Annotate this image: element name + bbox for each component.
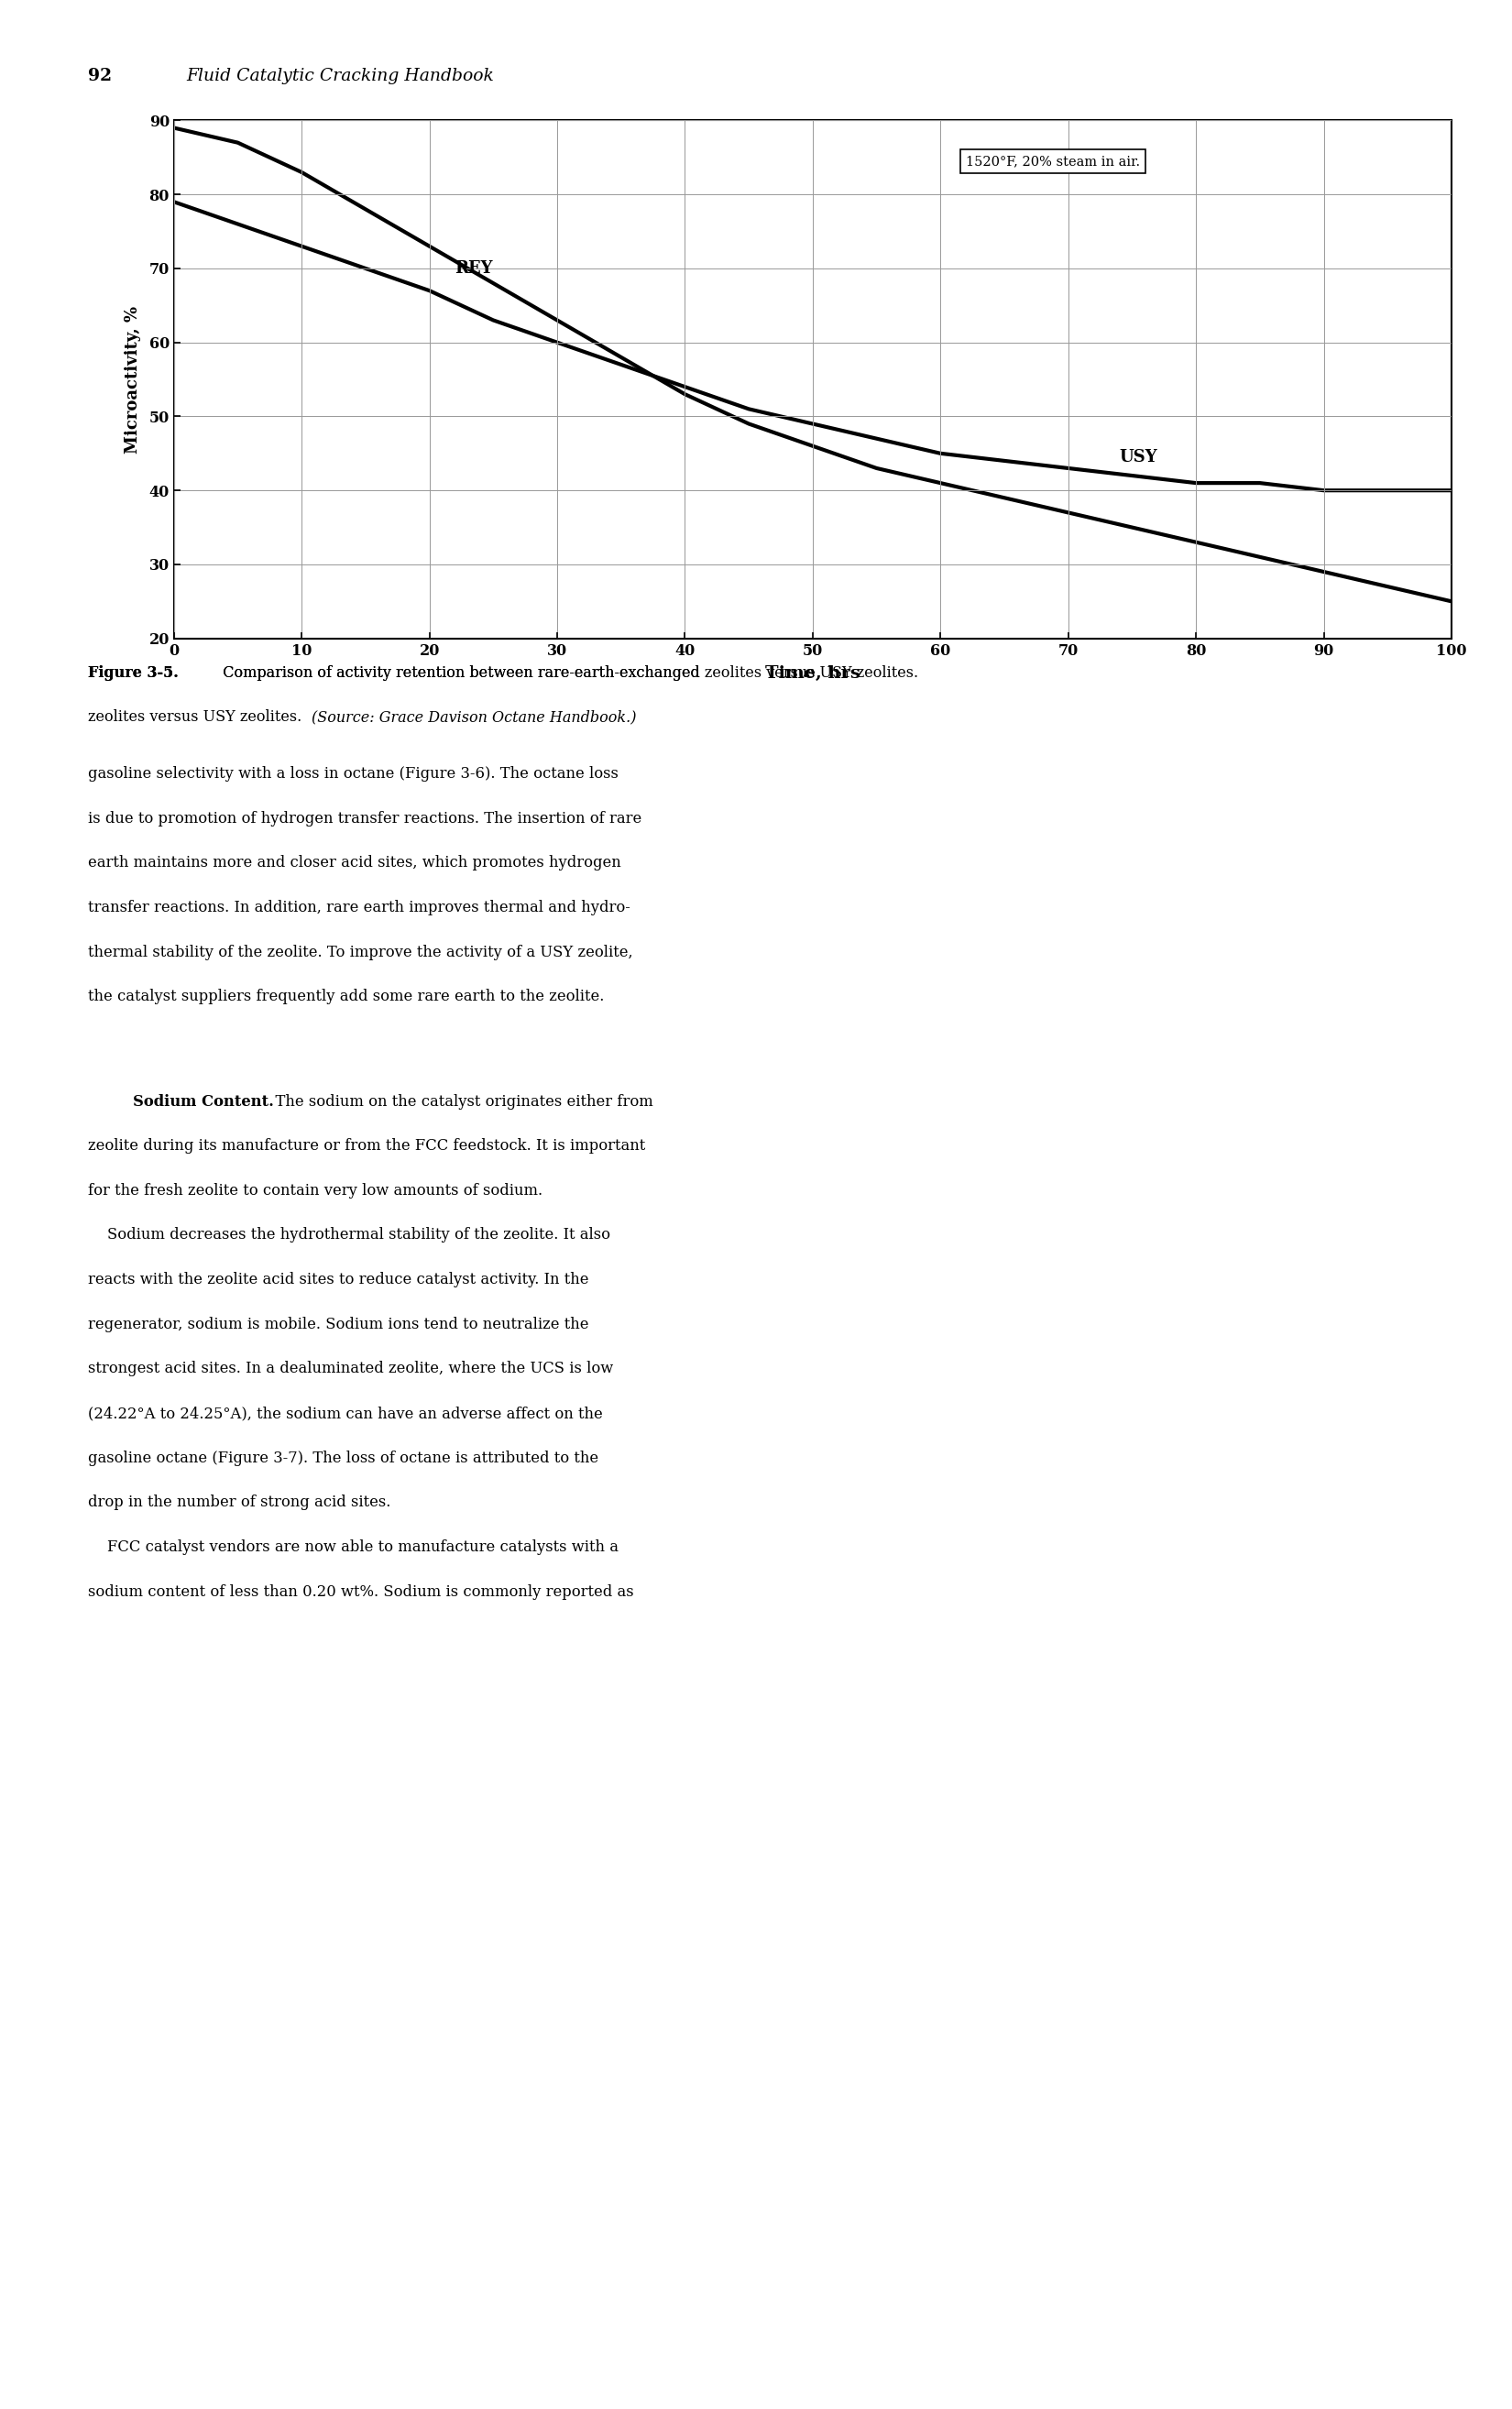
Text: sodium content of less than 0.20 wt%. Sodium is commonly reported as: sodium content of less than 0.20 wt%. So…	[88, 1583, 634, 1600]
Text: regenerator, sodium is mobile. Sodium ions tend to neutralize the: regenerator, sodium is mobile. Sodium io…	[88, 1315, 588, 1332]
Text: (24.22°A to 24.25°A), the sodium can have an adverse affect on the: (24.22°A to 24.25°A), the sodium can hav…	[88, 1404, 602, 1421]
Text: is due to promotion of hydrogen transfer reactions. The insertion of rare: is due to promotion of hydrogen transfer…	[88, 809, 641, 826]
Text: gasoline selectivity with a loss in octane (Figure 3-6). The octane loss: gasoline selectivity with a loss in octa…	[88, 766, 618, 781]
Text: zeolite during its manufacture or from the FCC feedstock. It is important: zeolite during its manufacture or from t…	[88, 1137, 646, 1154]
Text: Figure 3-5.   Comparison of activity retention between rare-earth-exchanged: Figure 3-5. Comparison of activity reten…	[88, 665, 662, 679]
Text: Comparison of activity retention between rare-earth-exchanged zeolites versus US: Comparison of activity retention between…	[213, 665, 922, 679]
Text: thermal stability of the zeolite. To improve the activity of a USY zeolite,: thermal stability of the zeolite. To imp…	[88, 944, 632, 959]
Text: drop in the number of strong acid sites.: drop in the number of strong acid sites.	[88, 1494, 390, 1510]
Text: Sodium Content.: Sodium Content.	[133, 1094, 274, 1108]
Text: gasoline octane (Figure 3-7). The loss of octane is attributed to the: gasoline octane (Figure 3-7). The loss o…	[88, 1450, 599, 1465]
Text: The sodium on the catalyst originates either from: The sodium on the catalyst originates ei…	[266, 1094, 653, 1108]
Text: Figure 3-5.: Figure 3-5.	[88, 665, 178, 679]
Text: earth maintains more and closer acid sites, which promotes hydrogen: earth maintains more and closer acid sit…	[88, 855, 621, 870]
Text: for the fresh zeolite to contain very low amounts of sodium.: for the fresh zeolite to contain very lo…	[88, 1183, 543, 1197]
Text: reacts with the zeolite acid sites to reduce catalyst activity. In the: reacts with the zeolite acid sites to re…	[88, 1272, 588, 1286]
Text: (Source: Grace Davison Octane Handbook.): (Source: Grace Davison Octane Handbook.)	[311, 708, 637, 725]
Text: Sodium decreases the hydrothermal stability of the zeolite. It also: Sodium decreases the hydrothermal stabil…	[88, 1226, 609, 1243]
Text: Figure 3-5.: Figure 3-5.	[88, 665, 178, 679]
Text: 92: 92	[88, 67, 112, 84]
Text: Fluid Catalytic Cracking Handbook: Fluid Catalytic Cracking Handbook	[186, 67, 494, 84]
Text: transfer reactions. In addition, rare earth improves thermal and hydro-: transfer reactions. In addition, rare ea…	[88, 899, 631, 915]
Text: FCC catalyst vendors are now able to manufacture catalysts with a: FCC catalyst vendors are now able to man…	[88, 1539, 618, 1554]
Text: 1520°F, 20% steam in air.: 1520°F, 20% steam in air.	[966, 154, 1140, 169]
Y-axis label: Microactivity, %: Microactivity, %	[125, 306, 141, 453]
X-axis label: Time, hrs: Time, hrs	[765, 665, 860, 682]
Text: USY: USY	[1119, 448, 1158, 465]
Text: Figure 3-5.  Comparison of activity retention between rare-earth-exchanged: Figure 3-5. Comparison of activity reten…	[88, 665, 656, 679]
Text: Comparison of activity retention between rare-earth-exchanged zeolites versus US: Comparison of activity retention between…	[213, 665, 1247, 679]
Text: strongest acid sites. In a dealuminated zeolite, where the UCS is low: strongest acid sites. In a dealuminated …	[88, 1361, 612, 1376]
Text: REY: REY	[455, 260, 493, 277]
Text: the catalyst suppliers frequently add some rare earth to the zeolite.: the catalyst suppliers frequently add so…	[88, 988, 603, 1005]
Text: zeolites versus USY zeolites.: zeolites versus USY zeolites.	[88, 708, 311, 725]
Text: Comparison of activity retention between rare-earth-exchanged: Comparison of activity retention between…	[213, 665, 700, 679]
